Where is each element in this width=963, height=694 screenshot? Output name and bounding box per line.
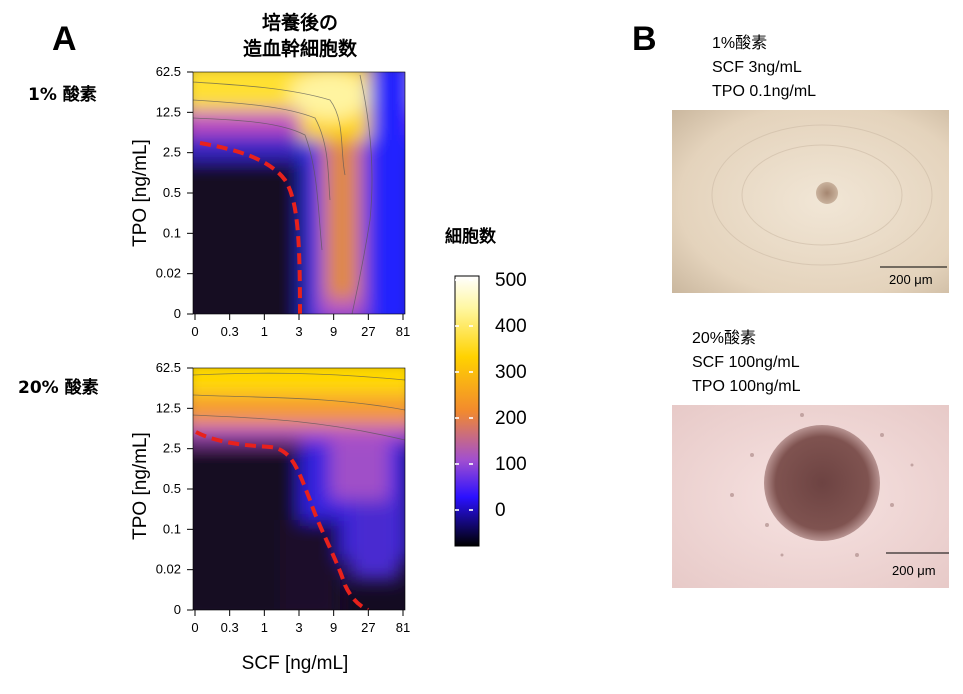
condition-bottom: 20% 酸素 [18,378,99,398]
x-tick-label-top: 9 [330,324,337,339]
photo-bottom-caption-line: 20%酸素 [692,330,757,347]
colorbar-ticks: 500 400 300 200 100 0 [455,270,527,521]
y-tick-label-bottom: 12.5 [156,400,181,415]
x-tick-label-bottom: 27 [361,620,375,635]
scale-label-top: 200 μm [889,272,933,287]
panel-label-a: A [52,20,77,58]
x-tick-label-top: 3 [295,324,302,339]
y-tick-label-bottom: 0.5 [163,481,181,496]
x-tick-label-bottom: 9 [330,620,337,635]
heatmap-bottom-field [193,368,405,610]
y-tick-label-top: 2.5 [163,145,181,160]
x-tick-label-top: 0.3 [221,324,239,339]
colorbar-tick-label: 300 [495,362,527,383]
y-tick-label-bottom: 0 [174,602,181,617]
x-tick-label-top: 1 [261,324,268,339]
xlabel: SCF [ng/mL] [241,653,349,674]
y-tick-label-bottom: 0.1 [163,521,181,536]
colorbar-tick-label: 200 [495,408,527,429]
x-tick-label-bottom: 0.3 [221,620,239,635]
ylabel-top: TPO [ng/mL] [130,139,151,247]
x-tick-label-top: 81 [396,324,410,339]
y-tick-label-top: 0.1 [163,225,181,240]
photo-bottom-caption: 20%酸素 SCF 100ng/mL TPO 100ng/mL [692,327,801,399]
colorbar-tick-label: 100 [495,454,527,475]
heatmap-title-line1: 培養後の [261,12,338,34]
colorbar-tick-label: 400 [495,316,527,337]
photo-top-caption-line: TPO 0.1ng/mL [712,83,817,100]
photo-bottom-caption-line: SCF 100ng/mL [692,354,800,371]
colorbar-label: 細胞数 [445,227,496,247]
y-tick-label-top: 12.5 [156,104,181,119]
photo-bottom: 200 μm [672,405,949,588]
colorbar-tick-label: 500 [495,270,527,291]
y-tick-label-top: 62.5 [156,64,181,79]
photo-top-caption-line: 1%酸素 [712,35,768,52]
x-tick-label-bottom: 1 [261,620,268,635]
photo-top: 200 μm [672,110,949,293]
y-tick-label-bottom: 62.5 [156,360,181,375]
colony-large [764,425,880,541]
x-tick-label-bottom: 0 [191,620,198,635]
photo-bottom-caption-line: TPO 100ng/mL [692,378,801,395]
y-tick-label-bottom: 2.5 [163,441,181,456]
condition-top: 1% 酸素 [28,85,97,105]
panel-label-b: B [632,20,657,58]
y-tick-label-top: 0.5 [163,185,181,200]
y-tick-label-top: 0 [174,306,181,321]
heatmap-title: 培養後の 造血幹細胞数 [200,10,400,62]
boundary-top [199,141,302,314]
x-tick-label-top: 27 [361,324,375,339]
colorbar [454,275,480,547]
x-tick-label-top: 0 [191,324,198,339]
y-tick-label-bottom: 0.02 [156,562,181,577]
y-tick-label-top: 0.02 [156,266,181,281]
colony-small [816,182,838,204]
photo-top-caption-line: SCF 3ng/mL [712,59,802,76]
boundary-bottom [195,430,369,610]
heatmap-top-field [193,72,405,314]
photo-top-caption: 1%酸素 SCF 3ng/mL TPO 0.1ng/mL [712,32,816,104]
heatmap-title-line2: 造血幹細胞数 [242,38,357,60]
colorbar-tick-label: 0 [495,500,506,521]
x-tick-label-bottom: 3 [295,620,302,635]
ylabel-bottom: TPO [ng/mL] [130,432,151,540]
scale-label-bottom: 200 μm [892,563,936,578]
x-tick-label-bottom: 81 [396,620,410,635]
